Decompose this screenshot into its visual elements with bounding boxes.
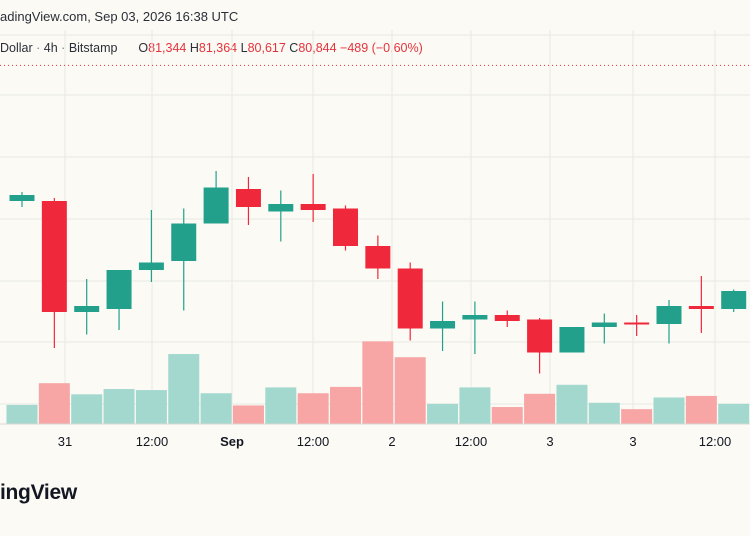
low-value: 80,617 [247, 41, 286, 55]
volume-bar [588, 402, 620, 424]
exchange-label: Bitstamp [68, 41, 118, 55]
candle-body [300, 204, 326, 210]
volume-bar [200, 393, 232, 424]
volume-bar [168, 354, 200, 424]
volume-bar [38, 383, 70, 424]
volume-bar [265, 387, 297, 424]
change-value: −489 (−0.60%) [340, 41, 423, 55]
volume-bar [135, 390, 167, 424]
candle-body [9, 195, 35, 201]
candle-body [333, 208, 358, 246]
interval-label[interactable]: 4h [43, 41, 58, 55]
candle-body [171, 223, 197, 261]
candle-body [430, 321, 456, 329]
candle-body [74, 306, 100, 312]
high-value: 81,364 [198, 41, 238, 55]
open-value: 81,344 [148, 41, 187, 55]
x-tick-label: 2 [388, 434, 395, 449]
candle-body [494, 315, 520, 321]
x-tick-label: 12:00 [136, 434, 169, 449]
candle-body [462, 315, 488, 320]
x-tick-label: 3 [629, 434, 636, 449]
volume-bar [556, 384, 588, 424]
candle-body [688, 306, 714, 309]
close-label: C [289, 41, 299, 55]
snapshot-source-line: adingView.com, Sep 03, 2026 16:38 UTC [0, 9, 239, 24]
candle-body [203, 187, 229, 224]
volume-bar [297, 393, 329, 424]
symbol-name[interactable]: Dollar [0, 41, 33, 55]
candle-body [721, 291, 747, 309]
volume-bar [103, 389, 135, 424]
x-tick-label: 12:00 [455, 434, 488, 449]
candle-body [591, 322, 617, 327]
volume-bar [491, 407, 523, 424]
candle-body [624, 322, 650, 325]
volume-bar [330, 386, 361, 424]
volume-bar [362, 341, 394, 424]
volume-bar [6, 404, 38, 424]
x-tick-label: Sep [220, 434, 244, 449]
volume-bar [71, 394, 103, 424]
high-label: H [189, 41, 199, 55]
tradingview-logo-text: ingView [0, 481, 77, 504]
candle-body [397, 268, 423, 329]
volume-bar [621, 409, 653, 424]
x-tick-label: 3 [546, 434, 553, 449]
separator-dot: · [61, 41, 66, 55]
volume-bar [232, 405, 264, 424]
volume-bar [427, 403, 459, 424]
volume-bar [653, 397, 685, 424]
volume-bar [524, 393, 556, 424]
close-value: 80,844 [298, 41, 337, 55]
candle-body [138, 262, 164, 270]
volume-bar [394, 357, 426, 424]
x-tick-label: 31 [58, 434, 72, 449]
candle-body [527, 319, 553, 353]
candle-body [365, 246, 391, 269]
volume-bar [459, 387, 491, 424]
price-chart[interactable]: 31 12:00 Sep 12:00 2 12:00 3 3 12:00 [0, 0, 750, 470]
candle-body [559, 327, 585, 353]
open-label: O [138, 41, 149, 55]
candle-body [656, 306, 682, 324]
chart-header: adingView.com, Sep 03, 2026 16:38 UTC Do… [0, 0, 750, 60]
low-label: L [240, 41, 248, 55]
volume-bar [685, 395, 717, 424]
x-tick-label: 12:00 [699, 434, 732, 449]
symbol-info-line: Dollar · 4h · Bitstamp O81,344 H81,364 L… [0, 41, 423, 55]
x-tick-label: 12:00 [297, 434, 330, 449]
candle-body [235, 189, 261, 207]
candle-body [41, 201, 67, 312]
separator-dot: · [36, 41, 44, 55]
candle-body [106, 270, 132, 309]
candle-body [268, 204, 294, 212]
volume-bar [718, 403, 750, 424]
